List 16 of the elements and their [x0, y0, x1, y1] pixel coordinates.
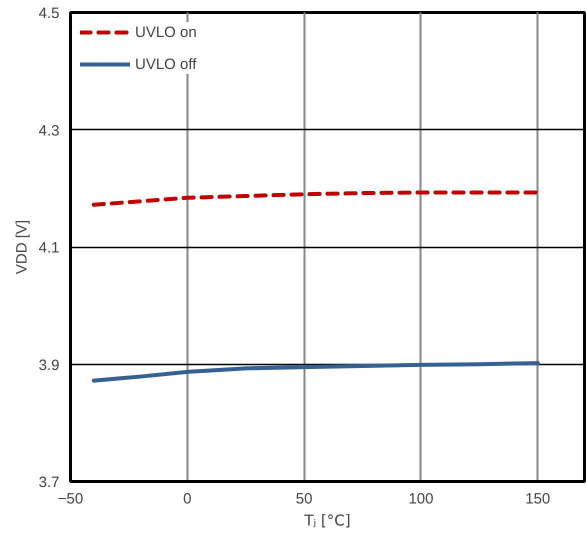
x-tick-label: 50: [296, 490, 312, 508]
x-axis-title: Tⱼ [°C]: [303, 512, 351, 530]
line-series: [92, 190, 540, 207]
y-tick-label: 3.7: [38, 474, 60, 491]
y-tick-label: 4.5: [38, 5, 60, 22]
x-tick-label: −50: [58, 490, 84, 508]
line-series: [92, 361, 540, 383]
x-tick-label: 100: [408, 490, 434, 508]
x-tick-label: 0: [183, 490, 192, 508]
y-tick-label: 3.9: [38, 356, 60, 374]
y-tick-label: 4.3: [38, 122, 60, 140]
y-axis-title: VDD [V]: [14, 220, 31, 274]
x-tick-label: 150: [525, 490, 550, 508]
legend-label: UVLO off: [135, 56, 196, 72]
y-tick-label: 4.1: [38, 240, 60, 256]
legend-label: UVLO on: [135, 24, 197, 40]
